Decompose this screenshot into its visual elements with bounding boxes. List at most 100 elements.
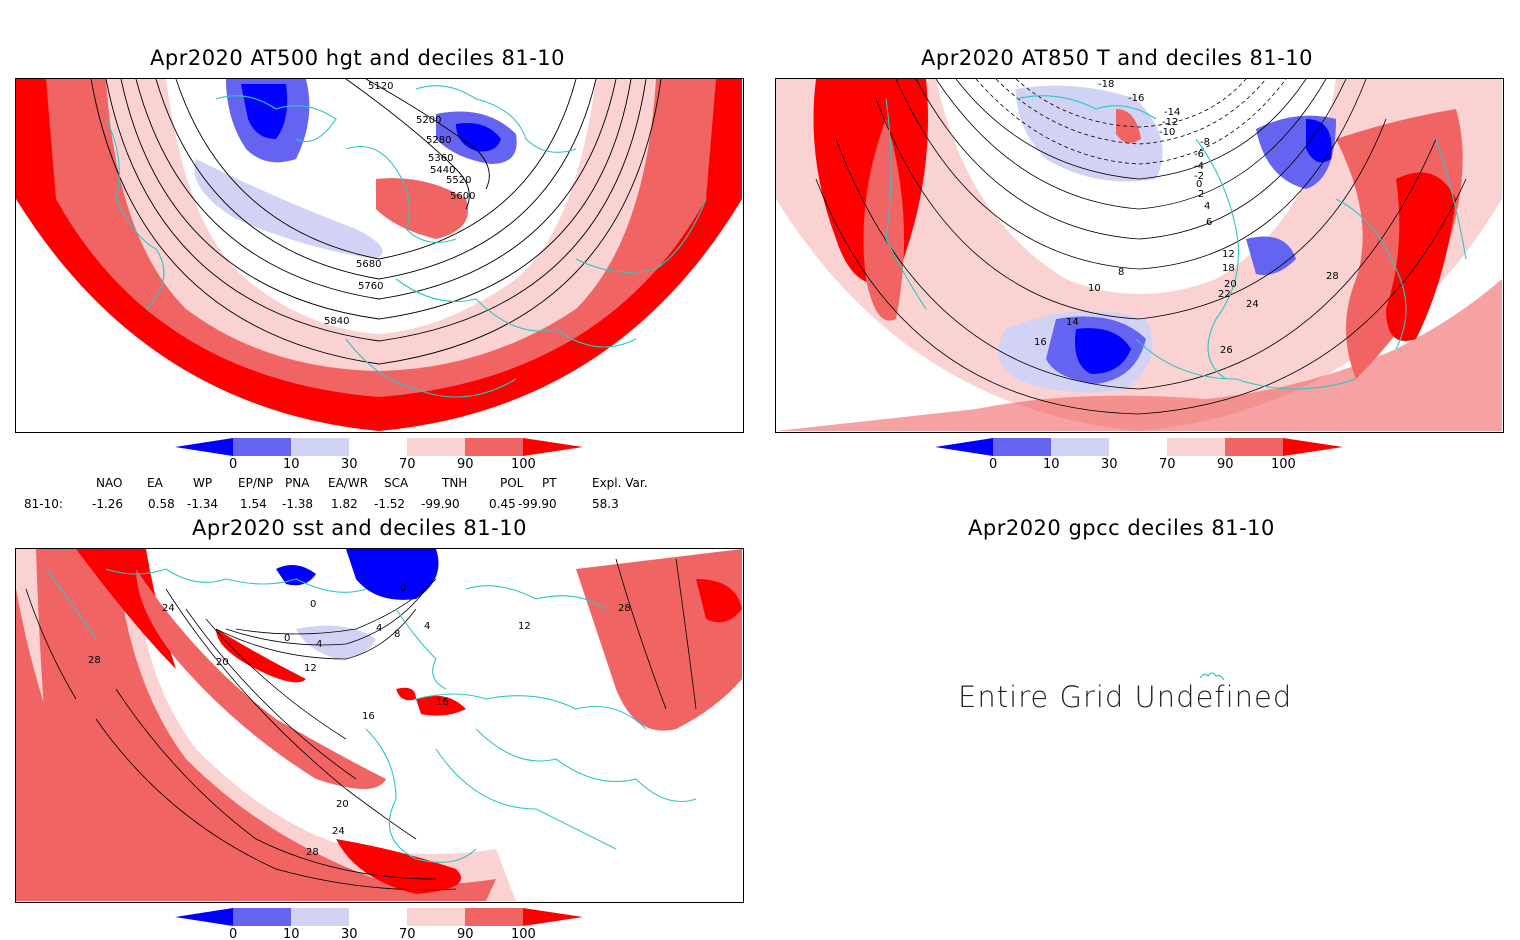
colorbar-tick: 10 [283,927,300,940]
colorbar-tick: 100 [511,927,536,940]
colorbar-tick: 10 [1043,457,1060,472]
contour-label: 0 [400,583,406,594]
contour-label: 12 [518,621,531,632]
contour-label: 28 [1326,271,1339,282]
contour-label: 0 [310,599,316,610]
undefined-grid-message: Entire Grid Undefined [958,680,1293,714]
index-header: EA/WR [328,476,369,490]
index-header: TNH [442,476,468,490]
contour-label: 5760 [358,281,383,292]
contour-label: 8 [1118,267,1124,278]
map-panel-500hpa-height: 5120 5200 5280 5360 5440 5520 5600 5680 … [15,78,744,433]
contour-label: 5360 [428,153,453,164]
contour-label: -8 [1200,137,1210,148]
colorbar-tick: 90 [457,457,474,472]
index-header: WP [193,476,213,490]
colorbar-tick: 70 [1159,457,1176,472]
colorbar-tick: 30 [341,927,358,940]
contour-label: 5280 [426,135,451,146]
colorbar-tick: 70 [399,927,416,940]
contour-label: 4 [1204,201,1210,212]
contour-label: 12 [304,663,317,674]
contour-label: 20 [336,799,349,810]
index-value: -99.90 [421,497,460,511]
contour-label: 5520 [446,175,471,186]
contour-label: 26 [1220,345,1233,356]
contour-label: 20 [216,657,229,668]
contour-label: 20 [1224,279,1237,290]
colorbar-tick: 30 [1101,457,1118,472]
colorbar-tick: 0 [229,927,237,940]
contour-label: -10 [1159,127,1175,138]
contour-label: 28 [306,847,319,858]
contour-label: -18 [1098,79,1114,90]
index-value: -1.26 [92,497,124,511]
contour-label: 18 [1222,263,1235,274]
colorbar-tick: 0 [989,457,997,472]
contour-label: 10 [1088,283,1101,294]
panel3-title: Apr2020 sst and deciles 81-10 [192,516,527,540]
index-value: 1.82 [331,497,358,511]
index-value: -1.34 [187,497,219,511]
contour-label: 6 [1206,217,1212,228]
index-value: -1.52 [374,497,406,511]
contour-label: 4 [376,623,382,634]
contour-label: -12 [1162,117,1178,128]
colorbar-tick: 70 [399,457,416,472]
contour-label: 16 [362,711,375,722]
colorbar-tick: 100 [511,457,536,472]
index-header: EP/NP [238,476,274,490]
colorbar-sst: 0 10 30 70 90 100 [175,908,595,940]
contour-label: -16 [1128,93,1144,104]
contour-label: 14 [1066,317,1079,328]
contour-label: 5600 [450,191,475,202]
contour-labels-850hpa: -18 -16 -14 -12 -10 -8 -6 -4 -2 0 2 4 6 … [1034,79,1339,356]
contour-label: 4 [424,621,430,632]
colorbar-tick: 90 [1217,457,1234,472]
index-row-label: 81-10: [24,497,63,511]
index-value: 0.58 [148,497,175,511]
index-value: -99.90 [518,497,557,511]
index-value: 58.3 [592,497,619,511]
panel2-title: Apr2020 AT850 T and deciles 81-10 [921,46,1313,70]
index-header: NAO [96,476,123,490]
contour-label: 16 [1034,337,1047,348]
contour-label: 28 [618,603,631,614]
contour-label: 0 [1196,179,1202,190]
index-header: SCA [384,476,409,490]
colorbar-500hpa: 0 10 30 70 90 100 [175,438,595,474]
contour-labels-500hpa: 5120 5200 5280 5360 5440 5520 5600 5680 … [324,81,475,327]
index-header: EA [147,476,163,490]
contour-label: -14 [1164,107,1180,118]
index-value: 0.45 [489,497,516,511]
contour-label: 8 [394,629,400,640]
map-panel-850hpa-temperature: -18 -16 -14 -12 -10 -8 -6 -4 -2 0 2 4 6 … [775,78,1504,433]
colorbar-svg: 0 10 30 70 90 100 [935,438,1343,472]
contour-label: 5120 [368,81,393,92]
index-header: Expl. Var. [592,476,648,490]
contour-label: 24 [162,603,175,614]
colorbar-850hpa: 0 10 30 70 90 100 [935,438,1355,474]
colorbar-tick: 100 [1271,457,1296,472]
contour-label: -6 [1194,149,1204,160]
contour-label: 16 [436,697,449,708]
contour-label: 24 [1246,299,1259,310]
contour-label: 2 [1198,189,1204,200]
colorbar-tick: 0 [229,457,237,472]
colorbar-svg: 0 10 30 70 90 100 [175,438,583,472]
panel1-title: Apr2020 AT500 hgt and deciles 81-10 [150,46,566,70]
contour-label: 12 [1222,249,1235,260]
index-value: 1.54 [240,497,267,511]
contour-label: 0 [284,633,290,644]
contour-label: 5440 [430,165,455,176]
contour-label: 5200 [416,115,441,126]
contour-label: -2 [1194,171,1204,182]
colorbar-tick: 90 [457,927,474,940]
colorbar-svg: 0 10 30 70 90 100 [175,908,583,940]
panel4-title: Apr2020 gpcc deciles 81-10 [968,516,1275,540]
contour-label: -4 [1194,161,1204,172]
index-header: PNA [285,476,310,490]
contour-label: 5680 [356,259,381,270]
map-panel-sst: 0 0 0 4 4 4 8 12 12 16 16 20 20 24 24 28… [15,548,744,903]
index-header: PT [542,476,557,490]
